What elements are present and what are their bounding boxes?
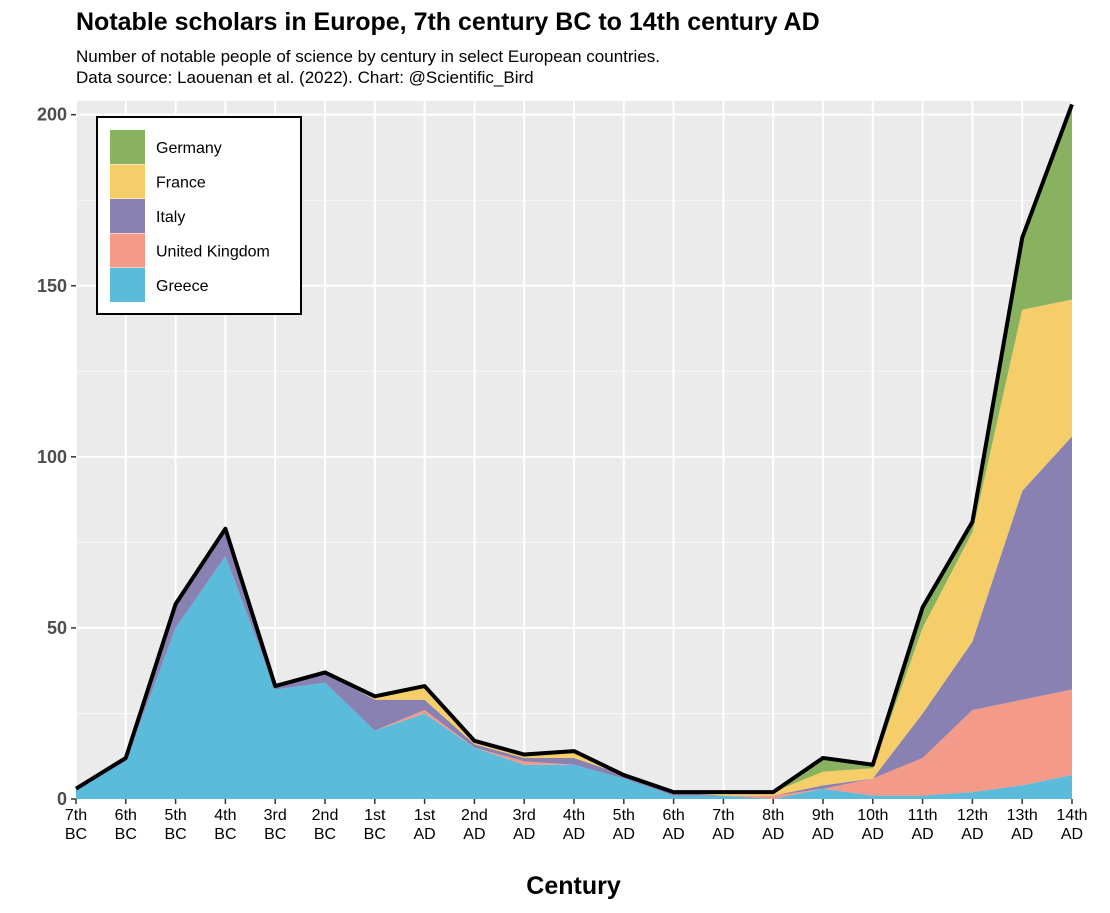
x-tick-label-line: AD bbox=[862, 826, 884, 843]
x-tick-label-line: AD bbox=[712, 826, 734, 843]
chart-subtitle: Number of notable people of science by c… bbox=[76, 46, 660, 88]
x-tick-label: 6th BC bbox=[115, 807, 137, 843]
legend: Germany France Italy United Kingdom Greece bbox=[96, 116, 302, 315]
legend-label-greece: Greece bbox=[156, 278, 209, 295]
x-tick-label: 2nd BC bbox=[312, 807, 339, 843]
x-tick-label-line: BC bbox=[264, 826, 286, 843]
x-tick-label: 5th AD bbox=[613, 807, 635, 843]
x-tick-label-line: AD bbox=[662, 826, 684, 843]
x-tick-label: 9th AD bbox=[812, 807, 834, 843]
x-tick-label: 8th AD bbox=[762, 807, 784, 843]
x-tick-label-line: 9th bbox=[812, 807, 834, 824]
x-tick-label: 2nd AD bbox=[461, 807, 488, 843]
x-tick-label-line: AD bbox=[613, 826, 635, 843]
x-tick-label-line: BC bbox=[164, 826, 186, 843]
y-tick-label: 150 bbox=[37, 276, 67, 296]
x-tick-label-line: AD bbox=[911, 826, 933, 843]
legend-label-germany: Germany bbox=[156, 140, 222, 157]
x-tick-label: 1st AD bbox=[413, 807, 435, 843]
x-tick-label-line: 3rd bbox=[513, 807, 536, 824]
x-tick-label-line: 4th bbox=[214, 807, 236, 824]
x-tick-label: 5th BC bbox=[164, 807, 186, 843]
x-tick-label: 4th BC bbox=[214, 807, 236, 843]
x-tick-label-line: 7th bbox=[65, 807, 87, 824]
x-tick-label-line: 5th bbox=[164, 807, 186, 824]
x-tick-label-line: 4th bbox=[563, 807, 585, 824]
x-tick-label: 11th AD bbox=[908, 807, 938, 843]
x-tick-label-line: 6th bbox=[115, 807, 137, 824]
x-tick-label-line: 5th bbox=[613, 807, 635, 824]
area-greece bbox=[76, 556, 1072, 799]
legend-swatch-france bbox=[110, 164, 145, 199]
x-tick-label-line: 14th bbox=[1056, 807, 1087, 824]
x-tick-label-line: 2nd bbox=[312, 807, 339, 824]
x-tick-label-line: BC bbox=[364, 826, 386, 843]
y-tick-label: 200 bbox=[37, 105, 67, 125]
x-tick-label-line: 6th bbox=[662, 807, 684, 824]
chart-title: Notable scholars in Europe, 7th century … bbox=[76, 8, 820, 36]
x-tick-label-line: 1st bbox=[414, 807, 436, 824]
area-series bbox=[76, 104, 1072, 799]
x-tick-label: 3rd AD bbox=[513, 807, 536, 843]
total-line-group bbox=[74, 103, 1074, 795]
y-tick-label: 100 bbox=[37, 447, 67, 467]
x-tick-label: 10th AD bbox=[857, 807, 888, 843]
x-tick-label-line: AD bbox=[563, 826, 585, 843]
x-tick-label: 14th AD bbox=[1056, 807, 1087, 843]
legend-swatch-italy bbox=[110, 199, 145, 233]
legend-label-united-kingdom: United Kingdom bbox=[156, 244, 270, 261]
y-axis: 0 50 100 150 200 bbox=[37, 105, 76, 809]
x-tick-label-line: BC bbox=[314, 826, 336, 843]
y-tick-label: 50 bbox=[47, 618, 67, 638]
x-tick-label-line: BC bbox=[65, 826, 87, 843]
y-tick-label: 0 bbox=[57, 789, 67, 809]
x-tick-label: 7th AD bbox=[712, 807, 734, 843]
x-tick-label-line: AD bbox=[1011, 826, 1033, 843]
x-tick-label-line: BC bbox=[115, 826, 137, 843]
x-tick-label-line: AD bbox=[463, 826, 485, 843]
total-line bbox=[74, 103, 1074, 795]
x-tick-label-line: BC bbox=[214, 826, 236, 843]
subtitle-line-1: Number of notable people of science by c… bbox=[76, 47, 661, 66]
x-tick-label: 4th AD bbox=[563, 807, 585, 843]
x-tick-label-line: 1st bbox=[364, 807, 386, 824]
x-tick-label-line: 10th bbox=[857, 807, 888, 824]
x-tick-label: 12th AD bbox=[957, 807, 988, 843]
x-tick-label-line: 12th bbox=[957, 807, 988, 824]
x-tick-label-line: AD bbox=[812, 826, 834, 843]
subtitle-line-2: Data source: Laouenan et al. (2022). Cha… bbox=[76, 68, 534, 87]
x-tick-label: 1st BC bbox=[364, 807, 386, 843]
x-tick-label-line: AD bbox=[961, 826, 983, 843]
x-tick-label-line: AD bbox=[513, 826, 535, 843]
x-axis-title: Century bbox=[526, 872, 621, 900]
legend-swatch-germany bbox=[110, 130, 145, 164]
x-tick-label-line: AD bbox=[1061, 826, 1083, 843]
x-tick-label-line: 3rd bbox=[264, 807, 287, 824]
x-tick-label-line: 2nd bbox=[461, 807, 488, 824]
legend-swatch-united-kingdom bbox=[110, 233, 145, 268]
x-tick-label: 3rd BC bbox=[264, 807, 287, 843]
x-tick-label-line: AD bbox=[762, 826, 784, 843]
legend-label-france: France bbox=[156, 175, 206, 192]
x-tick-label: 6th AD bbox=[662, 807, 684, 843]
x-tick-label: 13th AD bbox=[1007, 807, 1038, 843]
x-tick-label-line: 7th bbox=[712, 807, 734, 824]
x-tick-label-line: 13th bbox=[1007, 807, 1038, 824]
legend-swatch-greece bbox=[110, 268, 145, 302]
x-axis: 7th BC 6th BC 5th BC 4th BC 3rd BC 2nd BC 1st BC 1st AD… bbox=[65, 799, 1088, 843]
x-tick-label-line: 8th bbox=[762, 807, 784, 824]
x-tick-label-line: AD bbox=[413, 826, 435, 843]
legend-label-italy: Italy bbox=[156, 209, 185, 226]
x-tick-label: 7th BC bbox=[65, 807, 87, 843]
x-tick-label-line: 11th bbox=[908, 807, 938, 824]
area-united-kingdom bbox=[76, 556, 1072, 799]
